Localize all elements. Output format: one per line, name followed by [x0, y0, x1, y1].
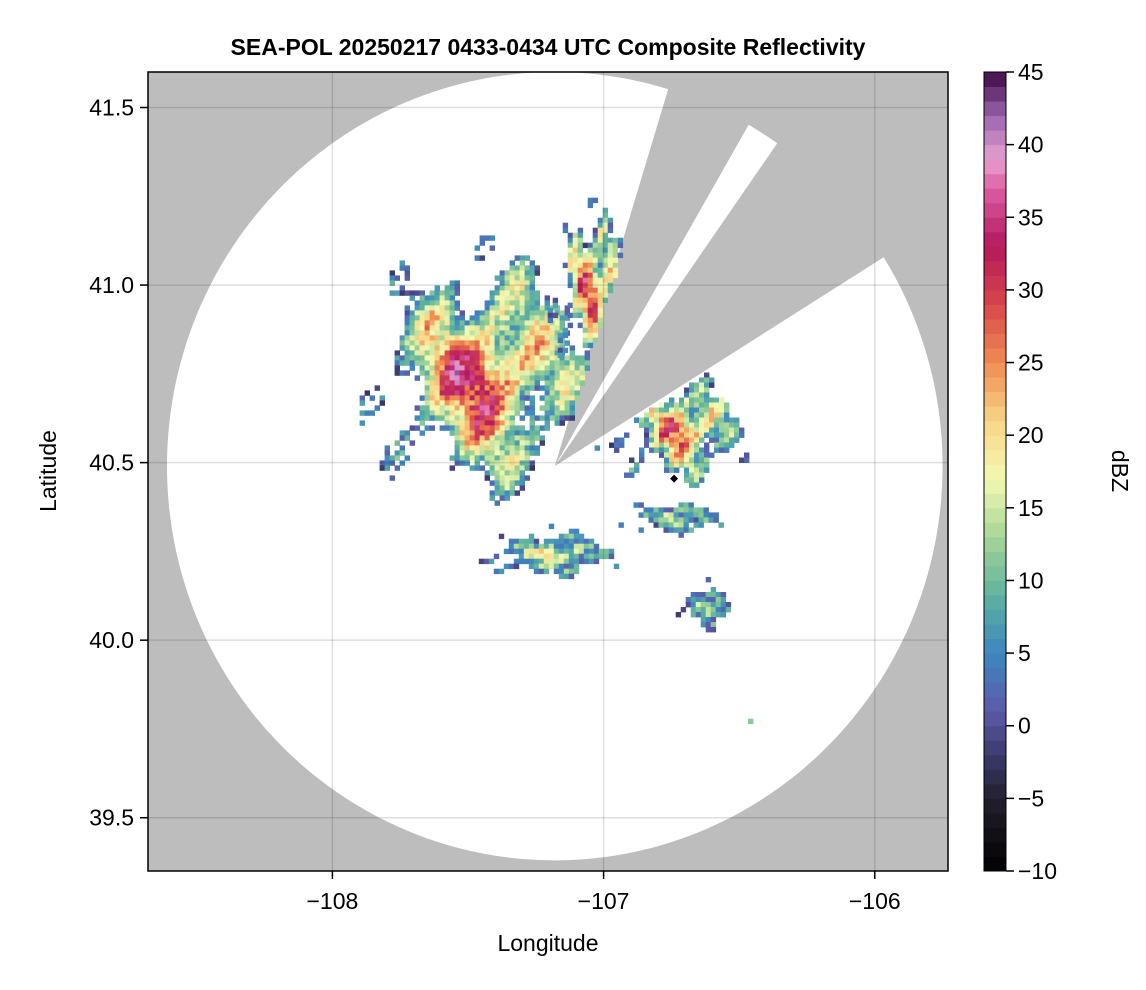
colorbar-segment [984, 173, 1006, 189]
colorbar-segment [984, 435, 1006, 451]
colorbar-tick-label: 0 [1018, 713, 1031, 739]
colorbar-segment [984, 812, 1006, 828]
y-tick-label: 41.0 [89, 272, 134, 298]
site-marker [670, 474, 679, 483]
colorbar-segment [984, 362, 1006, 378]
colorbar-segment [984, 333, 1006, 349]
colorbar-segment [984, 318, 1006, 334]
colorbar-segment [984, 711, 1006, 727]
colorbar-segment [984, 769, 1006, 785]
echo-southeast-cell [675, 577, 732, 633]
y-tick-label: 40.0 [89, 627, 134, 653]
colorbar-tick-label: −5 [1018, 785, 1044, 811]
echo-southeast-band [618, 502, 724, 538]
colorbar-tick-label: −10 [1018, 858, 1057, 884]
colorbar-segment [984, 493, 1006, 509]
colorbar-tick-label: 35 [1018, 204, 1044, 230]
colorbar-segment [984, 86, 1006, 102]
y-tick-label: 40.5 [89, 450, 134, 476]
colorbar-segment [984, 115, 1006, 131]
y-axis-label: Latitude [35, 430, 61, 512]
colorbar-segment [984, 464, 1006, 480]
colorbar-tick-label: 5 [1018, 640, 1031, 666]
colorbar-segment [984, 507, 1006, 523]
colorbar-tick-label: 40 [1018, 132, 1044, 158]
colorbar-segment [984, 420, 1006, 436]
colorbar-segment [984, 289, 1006, 305]
colorbar-segment [984, 188, 1006, 204]
colorbar-segment [984, 159, 1006, 175]
x-tick-label: −107 [578, 888, 630, 914]
colorbar-ticks: −10 −5 0 5 10 15 20 25 30 35 40 45 [1006, 59, 1057, 884]
colorbar-segment [984, 231, 1006, 247]
y-tick-label: 39.5 [89, 805, 134, 831]
colorbar-segment [984, 406, 1006, 422]
x-axis-ticks: −108 −107 −106 [307, 871, 901, 914]
colorbar-segment [984, 202, 1006, 218]
colorbar-segment [984, 304, 1006, 320]
colorbar-segment [984, 275, 1006, 291]
colorbar-segment [984, 827, 1006, 843]
colorbar-segment [984, 580, 1006, 596]
colorbar-label: dBZ [1107, 450, 1133, 492]
colorbar-segment [984, 783, 1006, 799]
colorbar-segment [984, 725, 1006, 741]
radar-coverage-area [167, 72, 943, 861]
colorbar-segment [984, 856, 1006, 872]
colorbar-segment [984, 260, 1006, 276]
colorbar-segment [984, 754, 1006, 770]
echo-north-echo [547, 197, 624, 359]
colorbar-segment [984, 449, 1006, 465]
grid-lines [148, 72, 948, 871]
colorbar-segment [984, 667, 1006, 683]
colorbar-segment [984, 638, 1006, 654]
colorbar-segment [984, 536, 1006, 552]
chart-title: SEA-POL 20250217 0433-0434 UTC Composite… [231, 34, 866, 60]
colorbar-segment [984, 246, 1006, 262]
colorbar-tick-label: 25 [1018, 350, 1044, 376]
colorbar: −10 −5 0 5 10 15 20 25 30 35 40 45 dBZ [983, 59, 1133, 884]
colorbar-tick-label: 20 [1018, 422, 1044, 448]
echo-east-sector-echo [609, 372, 750, 488]
colorbar-segment [984, 101, 1006, 117]
reflectivity-echoes [359, 197, 754, 725]
colorbar-segment [984, 609, 1006, 625]
colorbar-tick-label: 15 [1018, 495, 1044, 521]
plot-area [147, 71, 949, 872]
colorbar-tick-label: 45 [1018, 59, 1044, 85]
colorbar-segment [984, 130, 1006, 146]
x-axis-label: Longitude [497, 930, 598, 956]
colorbar-segment [984, 377, 1006, 393]
colorbar-segment [984, 565, 1006, 581]
colorbar-segment [984, 144, 1006, 160]
echo-far-south-cell [748, 718, 754, 725]
colorbar-segment [984, 522, 1006, 538]
colorbar-segment [984, 478, 1006, 494]
colorbar-segment [984, 740, 1006, 756]
colorbar-segment [984, 391, 1006, 407]
colorbar-segment [984, 841, 1006, 857]
colorbar-segment [984, 682, 1006, 698]
echo-south-band [478, 523, 620, 580]
colorbar-frame [983, 71, 1007, 872]
colorbar-segments [984, 72, 1006, 872]
y-tick-label: 41.5 [89, 95, 134, 121]
colorbar-segment [984, 551, 1006, 567]
y-axis-ticks: 39.5 40.0 40.5 41.0 41.5 [89, 95, 148, 831]
colorbar-tick-label: 30 [1018, 277, 1044, 303]
colorbar-segment [984, 653, 1006, 669]
colorbar-tick-label: 10 [1018, 567, 1044, 593]
colorbar-segment [984, 696, 1006, 712]
colorbar-segment [984, 594, 1006, 611]
colorbar-segment [984, 72, 1006, 88]
x-tick-label: −106 [849, 888, 901, 914]
colorbar-segment [984, 348, 1006, 364]
colorbar-segment [984, 624, 1006, 640]
colorbar-segment [984, 798, 1006, 814]
plot-frame [147, 71, 949, 872]
x-tick-label: −108 [307, 888, 359, 914]
echo-west-north-echo [359, 235, 600, 506]
colorbar-segment [984, 217, 1006, 233]
